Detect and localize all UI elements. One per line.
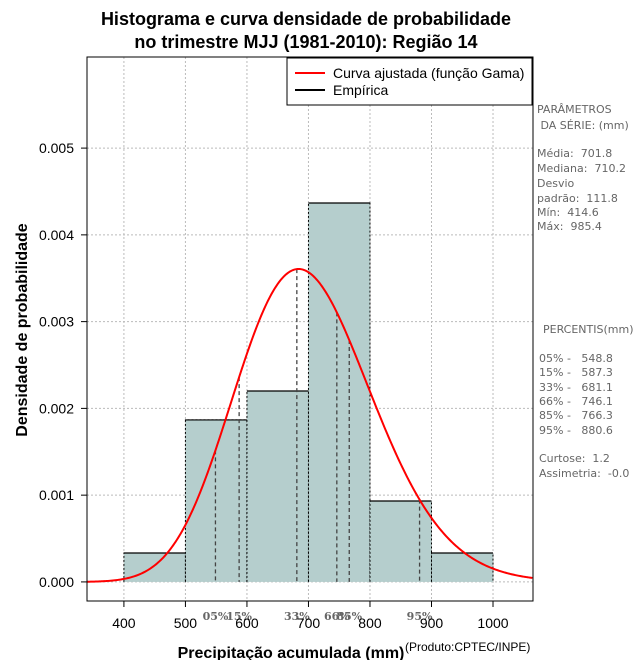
x-tick-label-600: 600 (235, 615, 259, 631)
param-max: Máx: 985.4 (537, 220, 602, 233)
percentile-row-33: 33% - 681.1 (539, 381, 613, 394)
legend-label-empirical: Empírica (333, 82, 388, 98)
y-tick-label-3: 0.003 (39, 314, 74, 330)
percentile-label-05%: 05% (203, 610, 229, 623)
legend: Curva ajustada (função Gama) Empírica (286, 57, 533, 106)
chart-title-line-1: Histograma e curva densidade de probabil… (101, 9, 511, 29)
stat-kurtosis: Curtose: 1.2 (539, 452, 610, 465)
param-min: Mín: 414.6 (537, 206, 599, 219)
x-tick-label-900: 900 (420, 615, 444, 631)
fitted-gamma-curve (86, 267, 533, 583)
percentile-label-15%: 15% (226, 610, 252, 623)
histogram-bar-5 (369, 500, 432, 582)
percentis-title: PERCENTIS(mm) (543, 323, 634, 336)
chart-title-line-2: no trimestre MJJ (1981-2010): Região 14 (134, 32, 477, 52)
x-axis-ticks: 400 500 600 700 800 900 1000 (112, 601, 509, 631)
param-median: Mediana: 710.2 (537, 162, 626, 175)
params-title-line-1: PARÂMETROS (537, 103, 612, 116)
param-sd-label: Desvio (537, 177, 575, 190)
histogram-bar-4 (308, 203, 370, 582)
percentile-label-95%: 95% (407, 610, 433, 623)
product-credit: (Produto:CPTEC/INPE) (405, 640, 530, 654)
x-tick-label-1000: 1000 (477, 615, 508, 631)
legend-label-fitted: Curva ajustada (função Gama) (333, 65, 524, 81)
plot-frame (86, 56, 534, 602)
percentile-row-66: 66% - 746.1 (539, 395, 613, 408)
percentile-label-85%: 85% (336, 610, 362, 623)
param-mean: Média: 701.8 (537, 147, 612, 160)
histogram-bar-edge-6 (430, 552, 494, 582)
percentile-row-95: 95% - 880.6 (539, 424, 613, 437)
side-panel-percentiles: PERCENTIS(mm) 05% - 548.8 15% - 587.3 33… (539, 323, 634, 480)
histogram-bar-3 (246, 391, 309, 582)
legend-box (286, 57, 533, 106)
param-sd-value: padrão: 111.8 (537, 192, 618, 205)
params-title-line-2: DA SÉRIE: (mm) (537, 119, 629, 132)
y-axis-title: Densidade de probabilidade (14, 223, 31, 436)
y-axis-ticks: 0.000 0.001 0.002 0.003 0.004 0.005 (39, 140, 87, 590)
x-axis-title: Precipitação acumulada (mm) (178, 645, 405, 660)
percentile-row-05: 05% - 548.8 (539, 352, 613, 365)
histogram-bar-2 (185, 419, 247, 582)
y-tick-label-4: 0.004 (39, 227, 74, 243)
percentile-lines: 05%15% 33% 66%85% 95% (203, 269, 433, 623)
histogram-bar-edge-5 (369, 500, 432, 582)
percentile-row-85: 85% - 766.3 (539, 409, 613, 422)
x-tick-label-500: 500 (174, 615, 198, 631)
y-tick-label-5: 0.005 (39, 140, 74, 156)
y-tick-label-0: 0.000 (39, 574, 74, 590)
fitted-curve-layer (86, 267, 533, 583)
percentile-label-33%: 33% (284, 610, 310, 623)
x-tick-label-800: 800 (358, 615, 382, 631)
percentile-row-15: 15% - 587.3 (539, 366, 613, 379)
percentile-label-66%: 66% (324, 610, 350, 623)
side-panel-parameters: PARÂMETROS DA SÉRIE: (mm) Média: 701.8 M… (537, 103, 629, 233)
stat-skewness: Assimetria: -0.0 (539, 467, 629, 480)
y-tick-label-1: 0.001 (39, 487, 74, 503)
x-tick-label-700: 700 (297, 615, 321, 631)
histogram-bar-6 (431, 553, 494, 582)
x-tick-label-400: 400 (112, 615, 136, 631)
y-tick-label-2: 0.002 (39, 400, 74, 416)
